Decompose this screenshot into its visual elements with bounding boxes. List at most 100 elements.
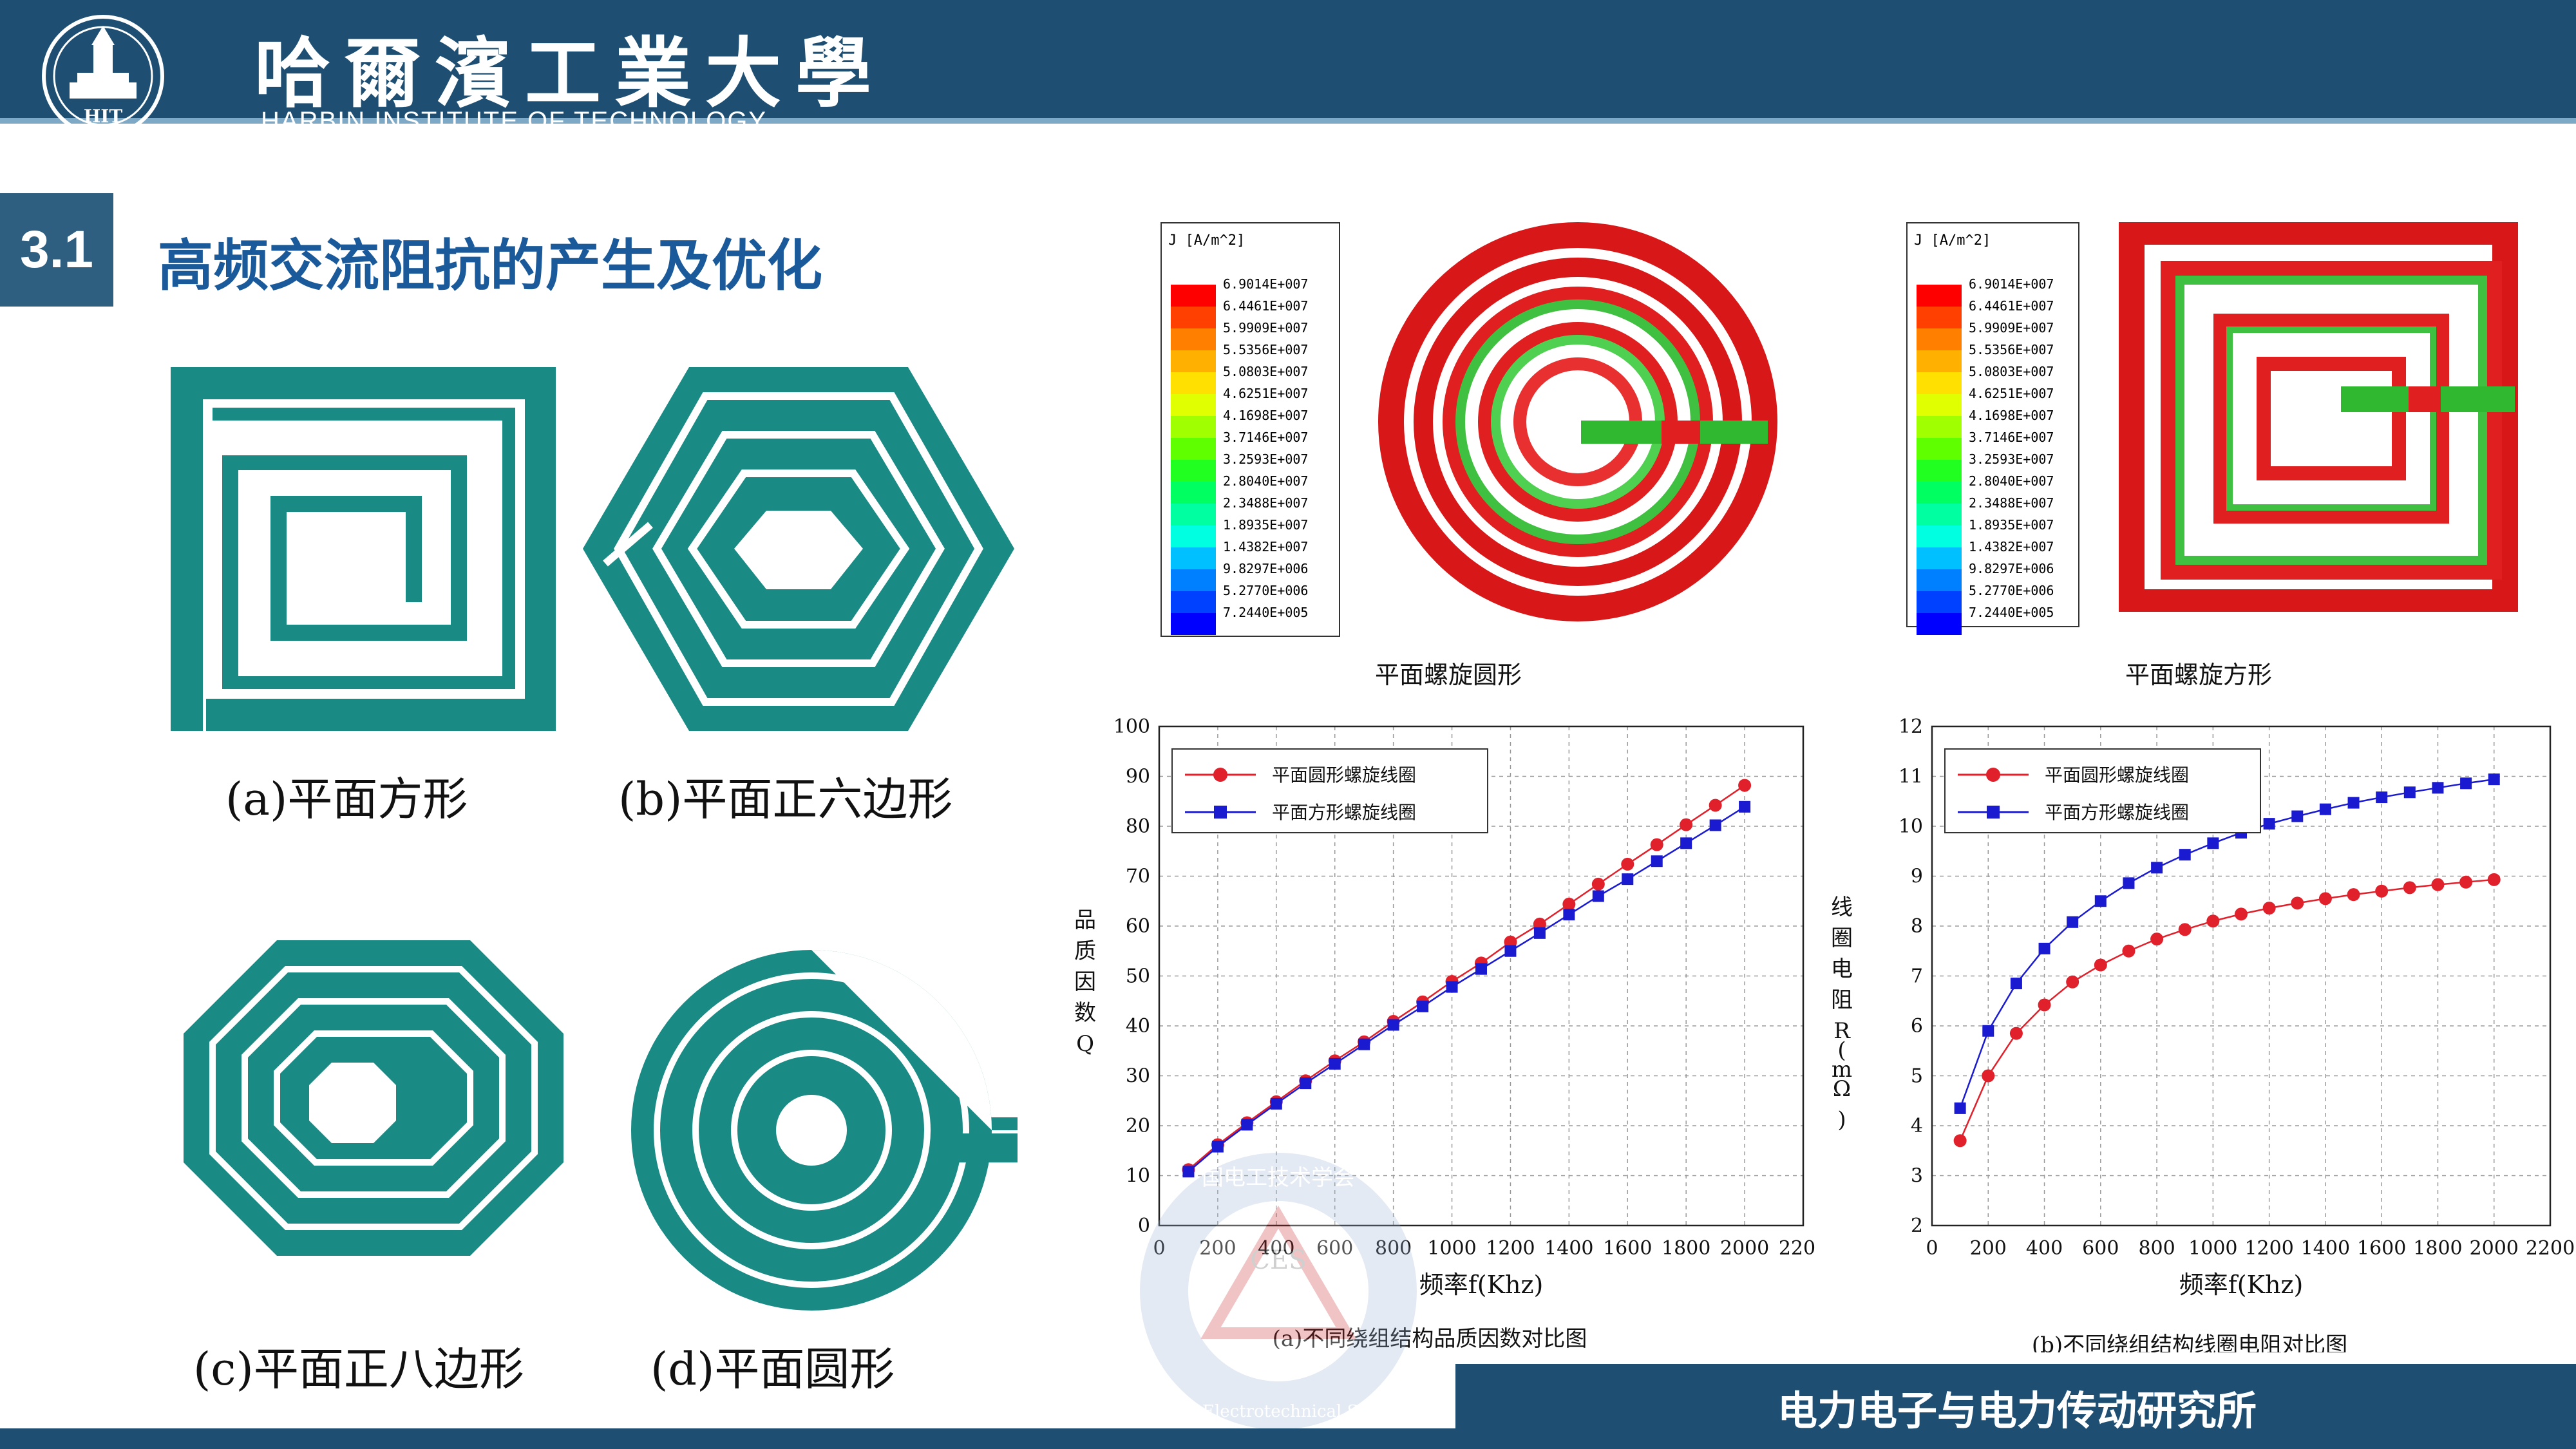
data-point — [2431, 878, 2445, 891]
y-tick-label: 2 — [1911, 1215, 1923, 1237]
legend-swatch — [1171, 416, 1216, 438]
y-tick-label: 80 — [1126, 815, 1150, 838]
legend-value: 6.9014E+007 — [1223, 276, 1309, 292]
x-tick-label: 2200 — [1779, 1237, 1816, 1260]
data-point — [1446, 981, 1458, 993]
data-point — [2432, 782, 2444, 794]
data-point — [2094, 958, 2107, 972]
legend-label: 平面方形螺旋线圈 — [2045, 802, 2189, 823]
data-point — [1622, 873, 1634, 886]
legend-swatch — [1917, 350, 1962, 372]
data-point — [2122, 944, 2136, 958]
legend-value: 2.8040E+007 — [1969, 473, 2054, 489]
simulation-caption-square: 平面螺旋方形 — [2125, 661, 2273, 689]
square-coil-figure — [171, 367, 556, 731]
y-tick-label: 50 — [1126, 965, 1150, 988]
y-tick-label: 12 — [1899, 715, 1923, 738]
legend-value: 5.2770E+006 — [1969, 583, 2054, 598]
y-tick-label: 20 — [1126, 1115, 1150, 1137]
y-axis-label-char: 圈 — [1831, 925, 1853, 951]
legend-value: 3.2593E+007 — [1223, 451, 1309, 467]
legend-title: J [A/m^2] — [1914, 232, 1991, 249]
legend-swatch — [1171, 526, 1216, 547]
x-tick-label: 600 — [1316, 1237, 1353, 1260]
legend-swatch — [1171, 307, 1216, 328]
data-point — [1562, 897, 1576, 911]
y-axis-label-char: ( — [1837, 1037, 1846, 1063]
data-point — [2235, 907, 2248, 921]
legend-swatch — [1171, 591, 1216, 613]
quality-factor-chart: 0200400600800100012001400160018002000220… — [1074, 715, 1816, 1352]
legend-swatch — [1171, 547, 1216, 569]
legend-value: 1.4382E+007 — [1969, 539, 2054, 554]
data-point — [1533, 927, 1546, 939]
y-tick-label: 30 — [1126, 1065, 1150, 1088]
watermark-en: China Electrotechnical Society — [1148, 1402, 1410, 1421]
legend-swatch — [1917, 394, 1962, 416]
plot-frame — [1931, 725, 2552, 1227]
hexagon-coil-figure — [583, 367, 1014, 731]
data-point — [2403, 881, 2416, 895]
y-tick-label: 9 — [1911, 866, 1923, 888]
y-axis-label-char: 数 — [1074, 1000, 1096, 1026]
chart-caption: (a)不同绕组结构品质因数对比图 — [1273, 1326, 1587, 1352]
legend-swatch — [1171, 285, 1216, 307]
data-point — [2347, 888, 2360, 902]
data-point — [1680, 837, 1692, 849]
legend-marker — [1986, 768, 2000, 782]
y-tick-label: 3 — [1911, 1165, 1923, 1188]
data-point — [1982, 1069, 1995, 1083]
data-point — [2403, 786, 2416, 799]
legend-swatch — [1171, 504, 1216, 526]
legend-swatch — [1917, 526, 1962, 547]
coil-resistance-chart: 0 200 400 600 800 1000 1200 1400 1600 1800 2000 220… — [1831, 715, 2575, 1352]
data-point — [2150, 933, 2164, 946]
legend-value: 4.1698E+007 — [1223, 408, 1309, 423]
school-name-en: HARBIN INSTITUTE OF TECHNOLOGY — [261, 107, 767, 135]
x-tick-label: 600 — [2082, 1237, 2119, 1260]
legend-value: 4.1698E+007 — [1969, 408, 2054, 423]
data-point — [1329, 1057, 1341, 1070]
x-tick-label: 1600 — [2357, 1237, 2406, 1260]
legend-value: 5.9909E+007 — [1223, 320, 1309, 336]
y-tick-label: 6 — [1911, 1015, 1923, 1037]
logo-year: 1920 — [90, 99, 117, 111]
y-tick-label: 5 — [1911, 1065, 1923, 1088]
legend-label: 平面方形螺旋线圈 — [1272, 802, 1416, 823]
ces-watermark: CES 国电工技术学会 China Electrotechnical Socie… — [1140, 1153, 1417, 1430]
legend-swatch — [1171, 438, 1216, 460]
x-tick-label: 1200 — [1486, 1237, 1535, 1260]
legend-value: 7.2440E+005 — [1969, 605, 2054, 620]
legend-value: 9.8297E+006 — [1969, 561, 2054, 576]
data-point — [2319, 803, 2331, 815]
y-tick-label: 90 — [1126, 766, 1150, 788]
legend-swatch — [1171, 394, 1216, 416]
data-point — [1739, 800, 1751, 813]
header-bar — [0, 0, 2576, 122]
data-point — [2460, 777, 2472, 790]
footer-institute-name: 电力电子与电力传动研究所 — [1777, 1387, 2257, 1434]
legend-swatch — [1917, 372, 1962, 394]
y-tick-label: 10 — [1899, 815, 1923, 838]
legend-value: 5.9909E+007 — [1969, 320, 2054, 336]
legend-swatch — [1917, 328, 1962, 350]
coil-caption-d: (d)平面圆形 — [650, 1343, 895, 1396]
x-tick-label: 800 — [2138, 1237, 2175, 1260]
legend-swatch — [1917, 416, 1962, 438]
octagon-coil-figure — [184, 940, 564, 1256]
y-tick-label: 10 — [1126, 1165, 1150, 1188]
x-tick-label: 1400 — [1544, 1237, 1593, 1260]
y-tick-label: 40 — [1126, 1015, 1150, 1037]
legend-marker — [1987, 806, 2000, 819]
current-density-legend-1: J [A/m^2] 6.9014E+007 6.4461E+007 5.9909E+… — [1160, 222, 1340, 637]
y-tick-label: 70 — [1126, 866, 1150, 888]
watermark-letters: CES — [1250, 1245, 1306, 1275]
data-point — [2207, 837, 2219, 849]
x-tick-label: 1800 — [1662, 1237, 1710, 1260]
x-tick-label: 200 — [1199, 1237, 1236, 1260]
legend-value: 4.6251E+007 — [1223, 386, 1309, 401]
data-point — [1709, 819, 1721, 831]
data-point — [1182, 1166, 1195, 1178]
y-tick-label: 0 — [1138, 1215, 1150, 1237]
